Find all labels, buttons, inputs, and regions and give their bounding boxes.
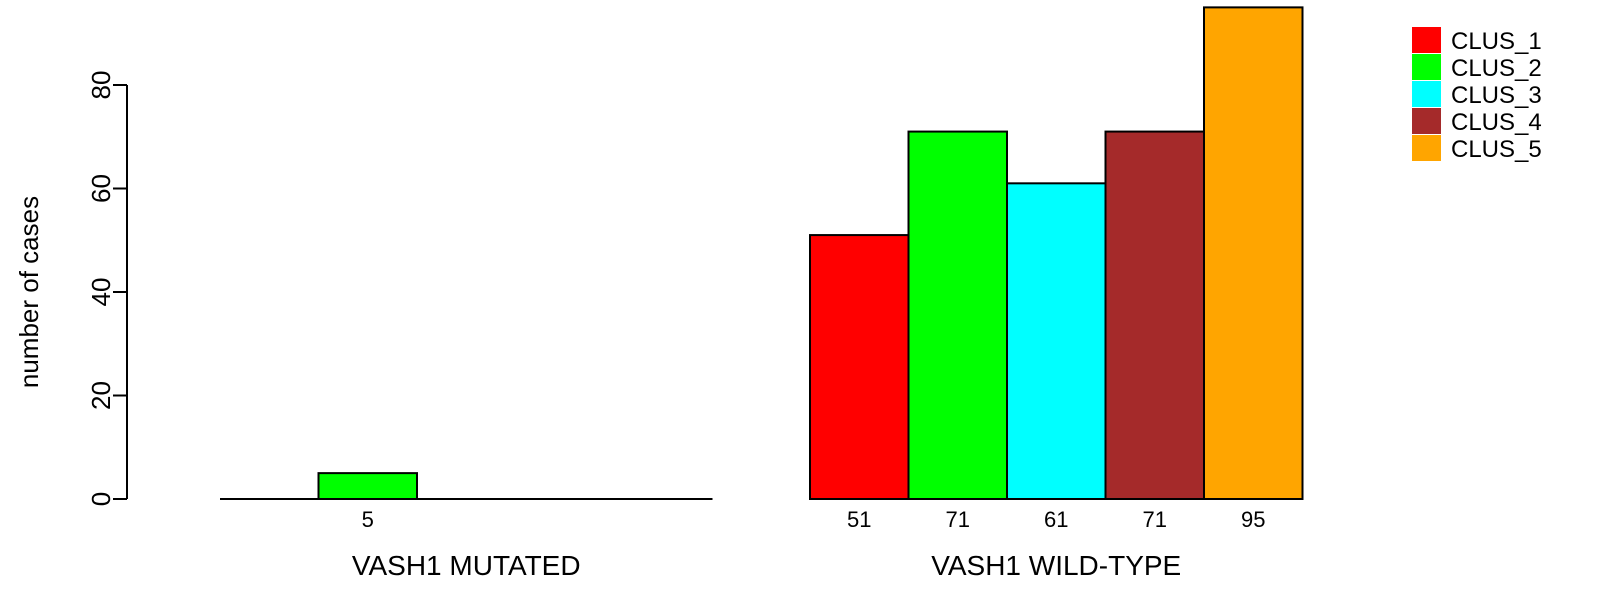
legend-swatch — [1412, 27, 1441, 53]
legend-swatch — [1412, 54, 1441, 80]
bar — [809, 234, 910, 500]
y-tick-label: 40 — [86, 278, 116, 307]
y-tick-label: 20 — [86, 381, 116, 410]
bar-value-label: 71 — [946, 507, 970, 532]
legend-item: CLUS_1 — [1412, 27, 1542, 55]
bar-group: 51 71 61 71 95 VASH1 WILD-TYPE — [809, 6, 1304, 581]
group-label: VASH1 MUTATED — [352, 550, 581, 581]
legend-label: CLUS_1 — [1451, 28, 1542, 55]
bar — [1203, 6, 1304, 500]
y-axis-title: number of cases — [14, 196, 44, 388]
legend-label: CLUS_5 — [1451, 136, 1542, 163]
bar-value-label: 5 — [362, 507, 374, 532]
legend-item: CLUS_5 — [1412, 135, 1542, 163]
bar — [317, 472, 418, 500]
legend-item: CLUS_2 — [1412, 54, 1542, 82]
legend-item: CLUS_4 — [1412, 108, 1542, 136]
legend-item: CLUS_3 — [1412, 81, 1542, 109]
bar — [1104, 130, 1205, 500]
bar-group: 5 VASH1 MUTATED — [220, 472, 713, 581]
bar-value-label: 51 — [847, 507, 871, 532]
legend-label: CLUS_3 — [1451, 82, 1542, 109]
bar-groups: 5 VASH1 MUTATED 51 71 61 71 95 VASH1 WILD-TYPE — [220, 6, 1304, 581]
legend-label: CLUS_2 — [1451, 55, 1542, 82]
y-tick-label: 0 — [86, 492, 116, 506]
group-label: VASH1 WILD-TYPE — [931, 550, 1181, 581]
bar — [907, 130, 1008, 500]
bar — [1006, 182, 1107, 500]
y-axis: 0 20 40 60 80 — [86, 71, 128, 506]
legend-label: CLUS_4 — [1451, 109, 1542, 136]
bar-value-label: 95 — [1241, 507, 1265, 532]
bar-value-label: 61 — [1044, 507, 1068, 532]
bar-value-label: 71 — [1143, 507, 1167, 532]
legend-swatch — [1412, 135, 1441, 161]
legend-swatch — [1412, 108, 1441, 134]
y-tick-label: 60 — [86, 174, 116, 203]
legend-swatch — [1412, 81, 1441, 107]
y-tick-label: 80 — [86, 71, 116, 100]
